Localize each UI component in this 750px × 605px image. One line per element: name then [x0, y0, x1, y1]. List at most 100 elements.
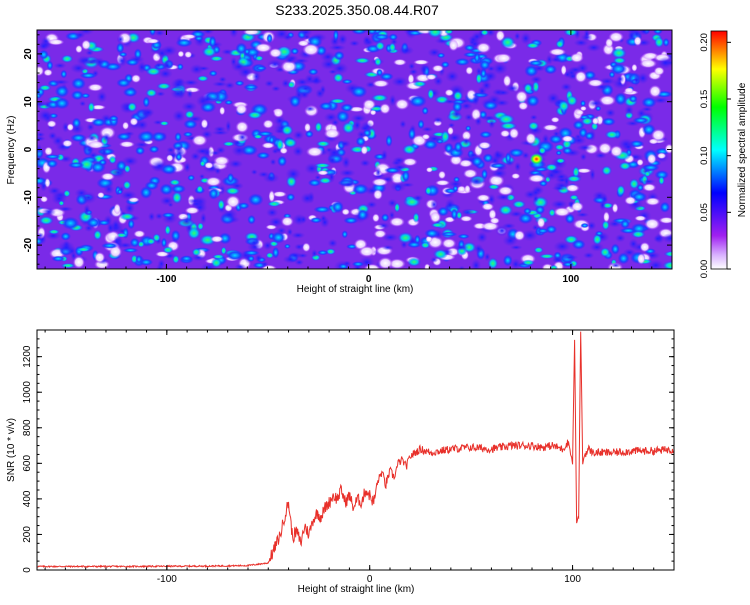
heatmap-cell: [166, 146, 176, 154]
heatmap-cell: [314, 121, 323, 133]
line-ytick-label: 1000: [22, 381, 33, 404]
heatmap-cell: [616, 184, 626, 197]
heatmap-cell: [571, 135, 587, 146]
heatmap-cell: [604, 130, 620, 139]
heatmap-cell: [495, 53, 512, 64]
heatmap-cell: [261, 142, 275, 149]
heatmap-cell: [182, 79, 200, 86]
heatmap-cell: [452, 90, 464, 102]
heatmap-cell: [515, 90, 528, 103]
heatmap-cell: [254, 253, 263, 263]
heatmap-cell: [462, 137, 470, 146]
heatmap-cell: [175, 152, 183, 162]
heatmap-cell: [266, 33, 273, 44]
heatmap-cell: [196, 75, 209, 82]
heatmap-cell: [44, 146, 53, 156]
heatmap-cell: [213, 155, 230, 166]
heatmap-cell: [127, 218, 135, 230]
heatmap-cell: [654, 36, 665, 49]
heatmap-cell: [421, 106, 429, 115]
heatmap-cell: [488, 118, 496, 129]
heatmap-cell: [332, 72, 344, 83]
heatmap-cell: [91, 118, 107, 127]
heatmap-cell: [351, 261, 365, 267]
heatmap-cell: [389, 181, 407, 193]
line-ylabel: SNR (10 * v/v): [6, 418, 17, 482]
heatmap-cell: [168, 179, 181, 186]
heatmap-cell: [146, 237, 156, 245]
heatmap-cell: [175, 38, 193, 48]
heatmap-cell: [187, 226, 201, 240]
heatmap-cell: [313, 206, 331, 213]
heatmap-cell: [269, 158, 277, 166]
heatmap-cell: [355, 136, 366, 147]
heatmap-cell: [448, 180, 463, 188]
heatmap-cell: [248, 238, 260, 247]
heatmap-cell: [341, 230, 348, 239]
heatmap-cell: [366, 30, 378, 35]
heatmap-cell: [589, 242, 605, 252]
heatmap-cell: [205, 176, 222, 187]
heatmap-cell: [211, 81, 228, 87]
heatmap-cell: [221, 48, 234, 56]
heatmap-cell: [505, 151, 512, 165]
heatmap-cell: [224, 81, 235, 89]
heatmap-cell: [488, 208, 497, 220]
heatmap-cell: [170, 78, 187, 91]
heatmap-cell: [277, 155, 287, 167]
heatmap-cell: [122, 247, 139, 253]
heatmap-cell: [158, 68, 173, 79]
heatmap-cell: [304, 122, 311, 133]
heatmap-cell: [608, 31, 624, 43]
heatmap-cell: [394, 98, 410, 111]
heatmap-cell: [653, 66, 665, 76]
colorbar-tick-label: 0.15: [699, 90, 710, 109]
heatmap-ylabel: Frequency (Hz): [6, 116, 17, 185]
heatmap-cell: [234, 80, 245, 87]
heatmap-cell: [242, 30, 261, 36]
heatmap-cell: [459, 215, 473, 222]
heatmap-cell: [617, 252, 630, 265]
heatmap-cell: [116, 78, 131, 88]
heatmap-cell: [431, 64, 444, 73]
heatmap-cell: [226, 172, 235, 184]
heatmap-cell: [565, 184, 580, 193]
heatmap-cell: [196, 185, 204, 194]
heatmap-cell: [51, 135, 65, 147]
heatmap-cell: [354, 57, 371, 64]
heatmap-cell: [658, 175, 665, 186]
heatmap-cell: [159, 183, 174, 196]
heatmap-cell: [287, 251, 303, 259]
heatmap-cell: [48, 229, 60, 235]
heatmap-cell: [177, 50, 185, 58]
heatmap-cell: [424, 186, 432, 196]
heatmap-cell: [430, 199, 439, 210]
heatmap-cell: [237, 65, 255, 79]
heatmap-cell: [328, 44, 347, 51]
heatmap-cell: [172, 109, 186, 123]
heatmap-cell: [616, 75, 625, 83]
heatmap-cell: [290, 47, 300, 55]
heatmap-cell: [476, 194, 491, 202]
heatmap-cell: [256, 131, 274, 137]
heatmap-cell: [550, 116, 560, 123]
heatmap-field: [37, 30, 672, 269]
heatmap-cell: [315, 88, 325, 99]
heatmap-cell: [358, 245, 376, 258]
heatmap-cell: [546, 92, 561, 105]
heatmap-cell: [646, 153, 657, 165]
heatmap-cell: [70, 133, 87, 143]
heatmap-cell: [46, 120, 57, 128]
heatmap-cell: [562, 146, 573, 155]
heatmap-cell: [471, 156, 484, 168]
line-xtick-label: 100: [564, 574, 581, 585]
heatmap-cell: [197, 222, 204, 231]
heatmap-cell: [441, 238, 457, 249]
heatmap-cell: [340, 103, 354, 112]
heatmap-cell: [542, 124, 559, 131]
heatmap-cell: [201, 46, 217, 58]
heatmap-cell: [642, 164, 660, 172]
heatmap-cell: [497, 113, 515, 125]
heatmap-cell: [60, 69, 68, 79]
heatmap-xtick-label: -100: [156, 274, 176, 285]
